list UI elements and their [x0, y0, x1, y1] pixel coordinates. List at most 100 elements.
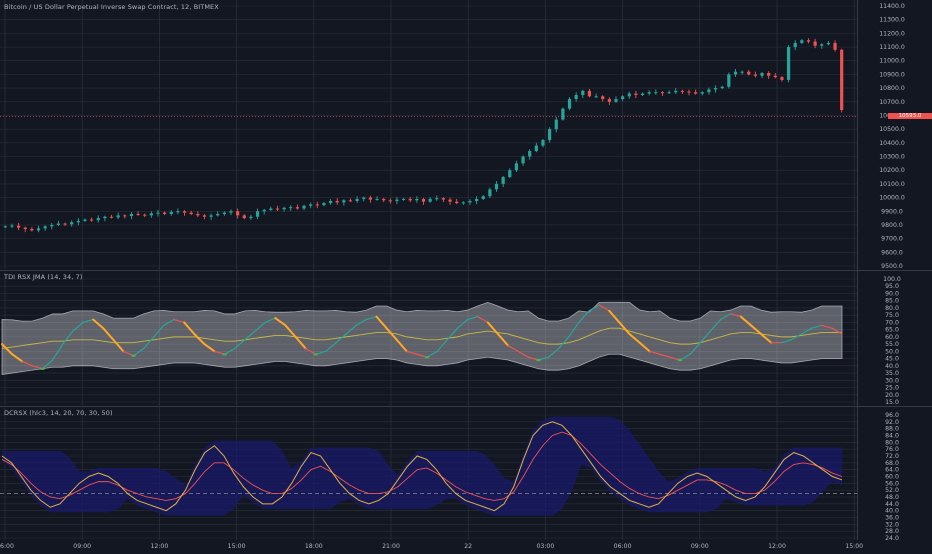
rsx-line-segment: [749, 324, 763, 335]
x-tick-label: 18:00: [305, 543, 323, 550]
rsx-line-segment: [254, 321, 266, 332]
y-tick-label: 32.0: [885, 521, 899, 528]
candle-body: [806, 40, 811, 42]
y-tick-label: 68.0: [885, 460, 899, 467]
x-tick-label: 15:00: [228, 543, 246, 550]
candle-body: [667, 92, 671, 94]
rsx-line-segment: [264, 317, 276, 324]
candle-body: [149, 213, 153, 216]
candle-body: [421, 198, 426, 202]
candle-body: [840, 49, 844, 110]
candle-body: [581, 90, 585, 95]
rsx-line-segment: [11, 353, 24, 363]
y-tick-label: 80.0: [885, 439, 899, 446]
candle-body: [640, 93, 645, 95]
candle-body: [514, 163, 519, 171]
rsx-line-segment: [143, 336, 155, 350]
candle-body: [826, 42, 831, 45]
candle-body: [116, 215, 120, 218]
rsx-line-segment: [62, 330, 74, 345]
y-tick-label: 9900.0: [881, 208, 903, 215]
rsx-line-segment: [244, 330, 256, 341]
candle-body: [475, 198, 479, 201]
rsx-turn-marker: [40, 367, 45, 370]
candle-body: [355, 198, 359, 201]
candle-body: [182, 211, 187, 213]
rsx-line-segment: [608, 309, 621, 324]
rsx-line-segment: [183, 321, 196, 335]
candle-body: [694, 92, 698, 94]
candle-body: [348, 200, 353, 202]
rsx-line-segment: [800, 327, 813, 335]
candle-body: [780, 77, 784, 80]
rsx-line-segment: [41, 359, 54, 370]
candle-body: [428, 198, 432, 202]
y-tick-label: 52.0: [885, 487, 899, 494]
rsx-line-segment: [173, 318, 185, 324]
candle-body: [269, 208, 273, 210]
y-tick-label: 64.0: [885, 467, 899, 474]
y-tick-label: 84.0: [885, 433, 899, 440]
candle-body: [10, 225, 14, 227]
candle-body: [833, 42, 837, 50]
rsx-turn-marker: [678, 359, 683, 362]
x-tick-label: 06:00: [614, 543, 632, 550]
candle-body: [83, 219, 87, 221]
candle-body: [567, 99, 572, 109]
rsx-line-segment: [558, 336, 570, 350]
rsx-line-segment: [709, 318, 722, 332]
candle-body: [375, 198, 379, 200]
y-tick-label: 9800.0: [881, 222, 903, 229]
rsx-line-segment: [588, 304, 600, 312]
candle-body: [242, 215, 246, 219]
candle-body: [594, 96, 598, 98]
y-tick-label: 28.0: [885, 528, 899, 535]
y-tick-label: 9700.0: [881, 236, 903, 243]
candle-body: [607, 99, 611, 102]
rsx-line-segment: [496, 332, 510, 347]
y-tick-label: 72.0: [885, 453, 899, 460]
y-tick-label: 35.0: [885, 370, 899, 377]
rsx-line-segment: [598, 304, 610, 312]
x-tick-label: 21:00: [382, 543, 400, 550]
candle-body: [123, 215, 127, 217]
y-tick-label: 36.0: [885, 515, 899, 522]
rsx-line-segment: [92, 318, 105, 330]
y-tick-label: 90.0: [885, 290, 899, 297]
candle-body: [554, 119, 558, 130]
candle-body: [587, 90, 592, 97]
candle-body: [508, 170, 512, 178]
rsx-line-segment: [1, 343, 14, 356]
candle-body: [196, 214, 200, 216]
candle-body: [601, 96, 605, 100]
rsx-pane-title: TDI RSX JMA (14, 34, 7): [4, 273, 83, 281]
candle-body: [315, 204, 319, 206]
rsx-line-segment: [52, 343, 64, 361]
candle-body: [388, 200, 392, 202]
candle-body: [96, 218, 100, 221]
rsx-line-segment: [82, 318, 94, 324]
rsx-line-segment: [21, 360, 33, 367]
rsx-line-segment: [446, 327, 459, 341]
candle-body: [229, 211, 233, 213]
rsx-line-segment: [102, 327, 115, 341]
rsx-line-segment: [760, 332, 773, 344]
candle-body: [43, 226, 47, 229]
candle-body: [760, 73, 764, 76]
candle-body: [202, 215, 207, 217]
rsx-line-segment: [325, 342, 337, 352]
rsx-line-segment: [153, 324, 165, 338]
candle-body: [129, 214, 134, 217]
candle-body: [727, 74, 731, 87]
rsx-line-segment: [730, 313, 742, 318]
y-tick-label: 11400.0: [879, 3, 905, 10]
rsx-line-segment: [406, 350, 418, 355]
y-tick-label: 10000.0: [879, 195, 905, 202]
candle-body: [574, 94, 578, 100]
y-tick-label: 10800.0: [879, 85, 905, 92]
rsx-line-segment: [355, 318, 367, 326]
rsx-line-segment: [507, 344, 519, 352]
y-tick-label: 100.0: [883, 276, 901, 283]
